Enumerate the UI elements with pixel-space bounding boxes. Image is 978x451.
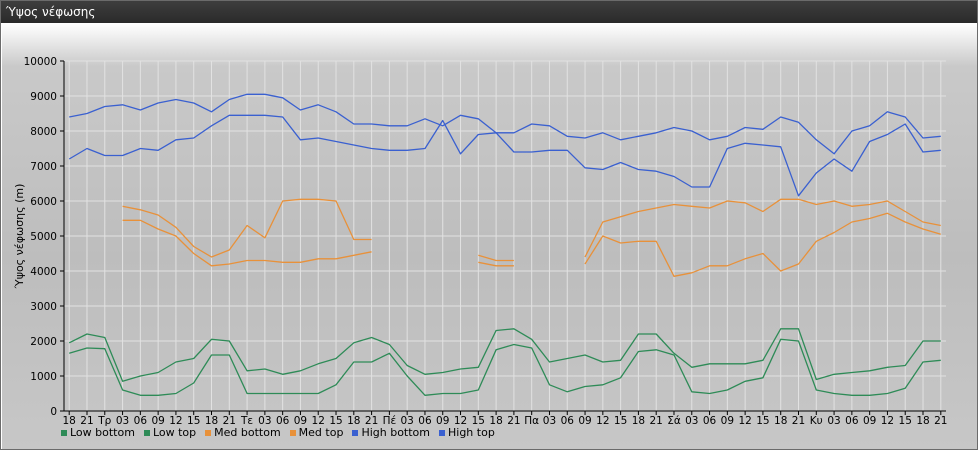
legend: Low bottom Low top Med bottom Med top High b…: [61, 426, 504, 439]
x-tick-label: 09: [294, 415, 307, 427]
legend-label: Low bottom: [70, 426, 135, 439]
x-tick-label: 21: [80, 415, 93, 427]
legend-swatch: [439, 430, 445, 436]
x-tick-label: 21: [365, 415, 378, 427]
x-tick-label: 18: [489, 415, 502, 427]
x-tick-label: 09: [151, 415, 164, 427]
x-tick-label: 21: [792, 415, 805, 427]
legend-item: Med top: [289, 426, 344, 439]
x-tick-label: Τε: [240, 415, 253, 427]
x-tick-label: 18: [205, 415, 218, 427]
legend-label: High top: [448, 426, 495, 439]
x-tick-label: 15: [472, 415, 485, 427]
x-tick-label: Πα: [524, 415, 539, 427]
y-tick-label: 2000: [30, 336, 57, 348]
x-tick-label: 18: [63, 415, 76, 427]
legend-label: High bottom: [361, 426, 430, 439]
x-tick-label: 18: [774, 415, 787, 427]
x-tick-label: 15: [899, 415, 912, 427]
x-tick-label: 03: [685, 415, 698, 427]
x-tick-label: 12: [596, 415, 609, 427]
x-tick-label: 12: [312, 415, 325, 427]
x-tick-label: 09: [436, 415, 449, 427]
x-tick-label: 03: [827, 415, 840, 427]
x-tick-label: 21: [223, 415, 236, 427]
y-tick-label: 4000: [30, 266, 57, 278]
legend-item: Med bottom: [205, 426, 281, 439]
y-tick-label: 3000: [30, 301, 57, 313]
legend-swatch: [352, 430, 359, 436]
legend-item: Low bottom: [61, 426, 135, 439]
x-tick-label: 03: [258, 415, 271, 427]
legend-item: High top: [439, 426, 495, 439]
legend-swatch: [289, 430, 296, 436]
series-line-low-bottom: [69, 338, 941, 396]
y-tick-label: 10000: [24, 56, 57, 68]
x-tick-label: 12: [169, 415, 182, 427]
x-tick-label: 15: [614, 415, 627, 427]
x-tick-label: 09: [721, 415, 734, 427]
y-tick-label: 1000: [30, 371, 57, 383]
x-tick-label: 09: [578, 415, 591, 427]
x-tick-label: 06: [703, 415, 717, 427]
legend-swatch: [205, 430, 212, 436]
x-tick-label: 12: [881, 415, 894, 427]
window-title: Ύψος νέφωσης: [6, 5, 96, 19]
x-tick-label: 06: [561, 415, 575, 427]
legend-swatch: [61, 430, 67, 436]
x-tick-label: 15: [756, 415, 769, 427]
legend-item: Low top: [143, 426, 197, 439]
x-tick-label: 03: [400, 415, 413, 427]
x-tick-label: Τρ: [97, 415, 111, 427]
x-tick-label: 12: [454, 415, 467, 427]
x-tick-label: 06: [845, 415, 859, 427]
x-tick-label: Σά: [667, 415, 681, 427]
series-line-high-top: [69, 93, 941, 155]
y-tick-label: 8000: [30, 126, 57, 138]
x-tick-label: 21: [650, 415, 663, 427]
x-tick-label: 18: [916, 415, 929, 427]
x-tick-label: Κυ: [810, 415, 823, 427]
legend-swatch: [143, 430, 150, 436]
series-line-high-bottom: [68, 114, 941, 197]
x-tick-label: 15: [187, 415, 200, 427]
y-tick-label: 7000: [30, 161, 57, 173]
y-axis-label: Ύψος νέφωσης (m): [13, 184, 26, 290]
x-tick-label: 09: [863, 415, 876, 427]
x-tick-label: 03: [116, 415, 129, 427]
series-line-med-bottom: [122, 212, 941, 277]
legend-label: Low top: [152, 426, 197, 439]
x-tick-label: 06: [276, 415, 290, 427]
x-tick-label: 21: [934, 415, 947, 427]
x-tick-label: 18: [347, 415, 360, 427]
x-tick-label: 03: [543, 415, 556, 427]
x-tick-label: 12: [738, 415, 751, 427]
y-tick-label: 5000: [30, 231, 57, 243]
legend-label: Med bottom: [214, 426, 281, 439]
x-tick-label: 18: [632, 415, 645, 427]
legend-item: High bottom: [352, 426, 430, 439]
y-tick-label: 0: [50, 406, 57, 418]
x-tick-label: Πέ: [383, 415, 397, 427]
x-tick-label: 15: [329, 415, 342, 427]
title-bar: Ύψος νέφωσης: [1, 1, 977, 23]
x-tick-label: 21: [507, 415, 520, 427]
x-tick-label: 06: [418, 415, 432, 427]
legend-label: Med top: [298, 426, 344, 439]
x-tick-label: 06: [134, 415, 148, 427]
y-tick-label: 9000: [30, 91, 57, 103]
y-tick-label: 6000: [30, 196, 57, 208]
series-line-med-top: [122, 198, 941, 262]
series-line-low-top: [68, 328, 941, 382]
